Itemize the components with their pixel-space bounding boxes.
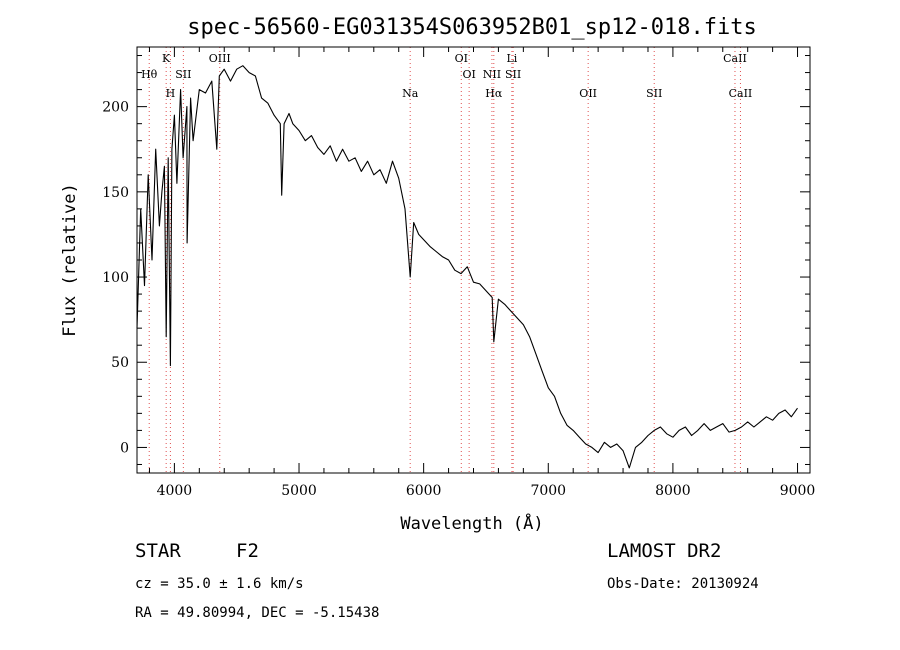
line-label-8: NII	[483, 68, 501, 81]
x-axis-label: Wavelength (Å)	[400, 512, 543, 534]
survey-name: LAMOST DR2	[607, 540, 722, 562]
line-label-10: Li	[506, 52, 517, 65]
y-tick-label: 150	[102, 185, 129, 201]
x-tick-label: 7000	[530, 483, 566, 499]
line-label-1: K	[162, 52, 171, 65]
spectrum-chart: spec-56560-EG031354S063952B01_sp12-018.f…	[60, 15, 816, 534]
y-tick-label: 50	[111, 355, 129, 371]
x-tick-label: 5000	[281, 483, 317, 499]
x-tick-label: 4000	[157, 483, 193, 499]
line-label-13: SII	[646, 87, 662, 100]
line-label-11: SII	[505, 68, 521, 81]
x-axis: 4000 5000 6000 7000 8000 9000	[148, 47, 816, 499]
line-label-5: Na	[402, 87, 419, 100]
redshift-cz: cz = 35.0 ± 1.6 km/s	[135, 576, 304, 592]
line-label-6: OI	[455, 52, 468, 65]
line-label-2: H	[166, 87, 176, 100]
spectrum-line	[136, 65, 798, 469]
observation-date: Obs-Date: 20130924	[607, 576, 759, 592]
coordinates: RA = 49.80994, DEC = -5.15438	[135, 605, 380, 621]
line-label-3: SII	[175, 68, 191, 81]
y-axis-label: Flux (relative)	[60, 183, 80, 337]
line-label-12: OII	[579, 87, 597, 100]
line-label-9: Hα	[485, 87, 503, 100]
x-tick-label: 8000	[655, 483, 691, 499]
line-label-14: CaII	[723, 52, 747, 65]
y-tick-label: 200	[102, 100, 129, 116]
y-tick-label: 100	[102, 270, 129, 286]
object-type: STAR	[135, 540, 181, 562]
spectral-subclass: F2	[236, 540, 259, 562]
x-tick-label: 9000	[780, 483, 816, 499]
plot-frame	[136, 46, 811, 474]
y-tick-label: 0	[120, 440, 129, 456]
spectral-line-labels: Hθ K H SII OIII Na OI OI NII Hα Li SII OII SII CaII CaI…	[141, 52, 752, 100]
line-label-4: OIII	[209, 52, 231, 65]
line-label-0: Hθ	[141, 68, 158, 81]
y-axis: 0 50 100 150 200	[102, 55, 810, 465]
x-tick-label: 6000	[406, 483, 442, 499]
line-label-7: OI	[462, 68, 475, 81]
chart-title: spec-56560-EG031354S063952B01_sp12-018.f…	[187, 15, 757, 40]
line-label-15: CaII	[729, 87, 753, 100]
spectral-line-markers	[148, 47, 741, 473]
